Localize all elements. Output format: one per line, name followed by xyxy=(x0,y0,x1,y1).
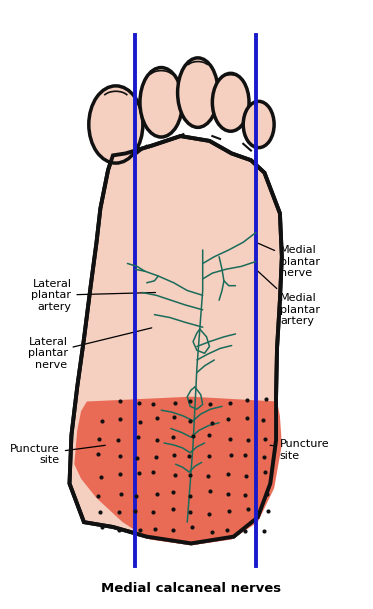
Point xyxy=(227,398,233,408)
Point xyxy=(95,491,101,501)
Point xyxy=(206,431,211,440)
Point xyxy=(245,504,251,513)
Point xyxy=(228,450,234,460)
Point xyxy=(117,451,123,461)
Point xyxy=(190,431,196,441)
Point xyxy=(99,416,105,426)
Point xyxy=(99,523,105,532)
Point xyxy=(260,415,266,424)
Point xyxy=(154,490,160,499)
Point xyxy=(132,506,138,516)
Point xyxy=(228,434,233,444)
Point xyxy=(206,451,212,461)
Point xyxy=(261,452,267,462)
Ellipse shape xyxy=(243,101,274,147)
Point xyxy=(152,524,158,533)
Point xyxy=(206,471,211,481)
Point xyxy=(170,412,176,422)
Point xyxy=(187,507,193,517)
Point xyxy=(134,453,140,463)
Point xyxy=(244,413,250,423)
Point xyxy=(135,432,141,442)
Point xyxy=(136,468,142,478)
Point xyxy=(137,526,142,535)
Point xyxy=(154,413,160,423)
Text: Puncture
site: Puncture site xyxy=(10,444,105,465)
Point xyxy=(153,452,159,462)
Ellipse shape xyxy=(178,58,218,127)
Point xyxy=(172,470,178,479)
Point xyxy=(225,489,231,499)
Polygon shape xyxy=(69,136,282,543)
Point xyxy=(95,449,101,459)
Point xyxy=(97,507,103,517)
Point xyxy=(226,506,232,516)
Point xyxy=(242,451,248,460)
Point xyxy=(133,491,139,501)
Text: Medial
plantar
nerve: Medial plantar nerve xyxy=(258,244,320,278)
Point xyxy=(261,468,267,477)
Ellipse shape xyxy=(140,68,182,137)
Point xyxy=(263,394,269,404)
Point xyxy=(118,490,124,499)
Point xyxy=(207,399,213,409)
Point xyxy=(225,414,231,424)
Point xyxy=(242,490,248,500)
Point xyxy=(170,525,176,535)
Point xyxy=(224,526,230,535)
Point xyxy=(170,487,176,497)
Point xyxy=(171,451,177,460)
Point xyxy=(209,527,215,537)
Point xyxy=(150,468,156,477)
Text: Lateral
plantar
nerve: Lateral plantar nerve xyxy=(28,328,152,370)
Ellipse shape xyxy=(212,73,249,132)
Point xyxy=(261,526,267,536)
Point xyxy=(265,507,271,516)
Point xyxy=(243,471,249,481)
Point xyxy=(207,487,213,496)
Text: Medial
plantar
artery: Medial plantar artery xyxy=(258,271,320,326)
Point xyxy=(117,414,123,424)
Point xyxy=(137,417,143,427)
Point xyxy=(172,398,178,408)
Point xyxy=(245,435,251,445)
Point xyxy=(170,432,176,442)
Point xyxy=(96,434,102,444)
Point xyxy=(244,395,250,405)
Point xyxy=(264,490,270,499)
Point xyxy=(150,400,156,409)
Point xyxy=(116,507,122,517)
Text: Medial calcaneal nerves: Medial calcaneal nerves xyxy=(101,582,281,595)
Text: Lateral
plantar
artery: Lateral plantar artery xyxy=(31,279,156,312)
Point xyxy=(189,523,195,532)
Point xyxy=(117,396,123,406)
Point xyxy=(206,509,211,519)
Point xyxy=(209,418,215,428)
Point xyxy=(187,491,193,501)
Point xyxy=(98,471,104,481)
Point xyxy=(186,451,192,461)
Point xyxy=(170,505,176,515)
Point xyxy=(136,398,142,407)
Point xyxy=(242,526,248,536)
Text: Puncture
site: Puncture site xyxy=(270,439,329,460)
Point xyxy=(117,470,123,479)
Polygon shape xyxy=(74,396,282,545)
Point xyxy=(225,470,231,479)
Point xyxy=(116,525,122,535)
Point xyxy=(187,416,193,426)
Point xyxy=(262,434,268,443)
Ellipse shape xyxy=(89,86,143,163)
Point xyxy=(115,435,121,445)
Point xyxy=(187,396,193,406)
Point xyxy=(154,435,160,445)
Point xyxy=(187,470,193,480)
Point xyxy=(150,507,156,516)
